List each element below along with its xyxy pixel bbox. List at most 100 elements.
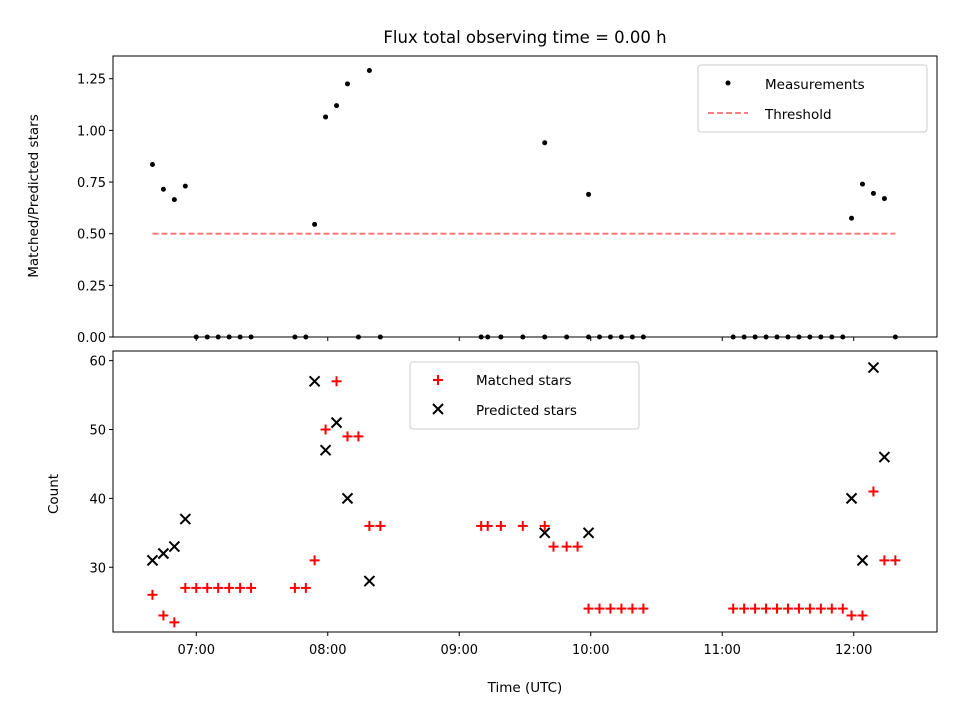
- bottom-ytick-label: 40: [89, 492, 106, 507]
- matched-star-point: [482, 520, 493, 531]
- legend-measurements-label: Measurements: [765, 77, 865, 93]
- matched-star-point: [572, 541, 583, 552]
- matched-star-point: [246, 582, 257, 593]
- matched-star-point: [868, 486, 879, 497]
- measurement-point: [149, 161, 155, 167]
- bottom-xlabel: Time (UTC): [487, 680, 563, 696]
- bottom-panel: 30 40 50 60 07:00 08:00 09:00 10:00 11:00 12:00 C…: [46, 350, 938, 696]
- matched-star-point: [739, 603, 750, 614]
- top-ytick-label: 0.75: [77, 176, 106, 191]
- matched-star-point: [353, 431, 364, 442]
- predicted-star-point: [146, 554, 159, 567]
- matched-star-point: [169, 617, 180, 628]
- legend-measurements-marker: [725, 80, 731, 86]
- measurement-point: [881, 196, 887, 202]
- xtick-label: 11:00: [703, 643, 740, 658]
- xtick-label: 08:00: [309, 643, 346, 658]
- matched-star-point: [191, 582, 202, 593]
- top-panel-frame: [112, 55, 938, 338]
- bottom-legend: Matched stars Predicted stars: [409, 361, 640, 430]
- matched-star-point: [638, 603, 649, 614]
- predicted-star-point: [539, 527, 551, 539]
- predicted-star-point: [308, 375, 321, 388]
- predicted-star-point: [363, 575, 376, 587]
- predicted-star-point: [845, 492, 858, 505]
- predicted-star-point: [856, 554, 869, 567]
- legend-matched-label: Matched stars: [476, 373, 572, 389]
- measurement-point: [366, 67, 372, 73]
- matched-star-point: [331, 376, 342, 387]
- matched-star-point: [750, 603, 761, 614]
- top-panel: 0.00 0.25 0.50 0.75 1.00 1.25 Matched/Predict…: [26, 55, 938, 346]
- matched-star-point: [224, 582, 235, 593]
- matched-star-point: [147, 589, 158, 600]
- matched-star-point: [561, 541, 572, 552]
- matched-star-point: [616, 603, 627, 614]
- matched-star-point: [583, 603, 594, 614]
- matched-star-point: [627, 603, 638, 614]
- matched-star-point: [158, 610, 169, 621]
- matched-star-point: [837, 603, 848, 614]
- bottom-panel-frame: [112, 350, 938, 633]
- predicted-star-point: [168, 540, 181, 553]
- top-legend: Measurements Threshold: [697, 64, 928, 133]
- matched-star-point: [235, 582, 246, 593]
- matched-star-point: [375, 520, 386, 531]
- matched-star-point: [605, 603, 616, 614]
- measurement-point: [171, 197, 177, 203]
- xtick-label: 10:00: [572, 643, 609, 658]
- matched-star-point: [772, 603, 783, 614]
- matched-star-point: [728, 603, 739, 614]
- matched-star-point: [539, 520, 550, 531]
- measurement-point: [344, 81, 350, 87]
- predicted-star-point: [319, 444, 332, 456]
- top-ytick-label: 0.25: [77, 279, 106, 294]
- matched-star-point: [320, 424, 331, 435]
- predicted-star-point: [867, 361, 880, 374]
- measurement-point: [182, 183, 188, 189]
- measurement-point: [849, 215, 855, 221]
- matched-star-point: [879, 555, 890, 566]
- xtick-label: 09:00: [441, 643, 478, 658]
- matched-star-point: [309, 555, 320, 566]
- xtick-label: 07:00: [178, 643, 215, 658]
- top-ytick-label: 0.00: [77, 331, 106, 346]
- measurement-point: [312, 221, 318, 227]
- legend-predicted-marker: [432, 403, 444, 415]
- matched-star-point: [180, 582, 191, 593]
- matched-star-point: [857, 610, 868, 621]
- matched-star-point: [846, 610, 857, 621]
- matched-star-point: [342, 431, 353, 442]
- matched-star-point: [890, 555, 901, 566]
- matched-star-point: [202, 582, 213, 593]
- matched-star-point: [815, 603, 826, 614]
- predicted-star-point: [582, 527, 595, 539]
- predicted-star-point: [179, 513, 192, 525]
- legend-threshold-label: Threshold: [764, 107, 832, 123]
- measurement-point: [334, 103, 340, 109]
- measurement-point: [586, 191, 592, 197]
- measurement-point: [323, 114, 329, 120]
- matched-star-point: [495, 520, 506, 531]
- matched-star-point: [300, 582, 311, 593]
- bottom-ytick-label: 30: [89, 561, 106, 576]
- matched-star-point: [548, 541, 559, 552]
- matched-star-point: [594, 603, 605, 614]
- measurement-point: [870, 190, 876, 196]
- matched-star-point: [364, 520, 375, 531]
- bottom-ylabel: Count: [46, 474, 62, 514]
- top-ytick-label: 1.00: [77, 124, 106, 139]
- matched-star-point: [826, 603, 837, 614]
- matched-star-point: [213, 582, 224, 593]
- bottom-ytick-label: 60: [89, 355, 106, 370]
- measurement-point: [542, 140, 548, 146]
- top-ytick-label: 1.25: [77, 73, 106, 88]
- measurement-point: [160, 186, 166, 192]
- matched-star-point: [517, 520, 528, 531]
- matched-star-point: [782, 603, 793, 614]
- matched-star-point: [761, 603, 772, 614]
- top-ylabel: Matched/Predicted stars: [26, 114, 42, 277]
- chart-title: Flux total observing time = 0.00 h: [383, 28, 666, 47]
- top-ytick-label: 0.50: [77, 228, 106, 243]
